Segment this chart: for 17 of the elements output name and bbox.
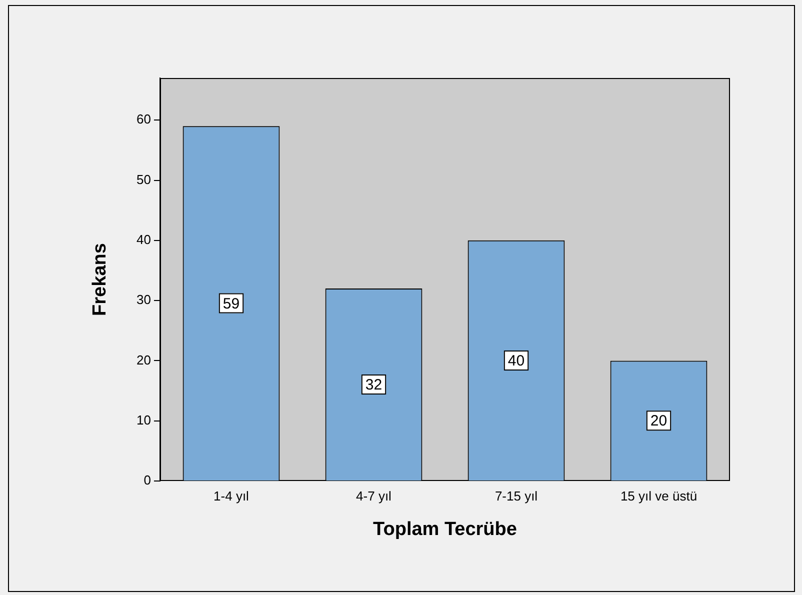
data-label: 40 [508, 352, 525, 370]
y-tick-label: 0 [144, 472, 151, 488]
y-tick-label: 50 [136, 172, 151, 187]
data-label: 59 [222, 295, 240, 312]
y-tick-label: 20 [136, 352, 151, 368]
x-tick-label: 7-15 yıl [494, 488, 538, 504]
y-tick-label: 10 [136, 412, 151, 428]
x-tick-label: 15 yıl ve üstü [620, 488, 698, 504]
y-tick-label: 30 [136, 292, 151, 308]
x-tick-label: 4-7 yıl [356, 488, 392, 504]
data-label: 20 [650, 412, 668, 430]
x-tick-label: 1-4 yıl [214, 488, 250, 504]
y-axis-title: Frekans [90, 243, 111, 316]
y-tick-label: 40 [136, 232, 151, 247]
data-label: 32 [365, 376, 382, 394]
y-tick-label: 60 [136, 112, 151, 127]
x-axis-title: Toplam Tecrübe [373, 518, 517, 540]
